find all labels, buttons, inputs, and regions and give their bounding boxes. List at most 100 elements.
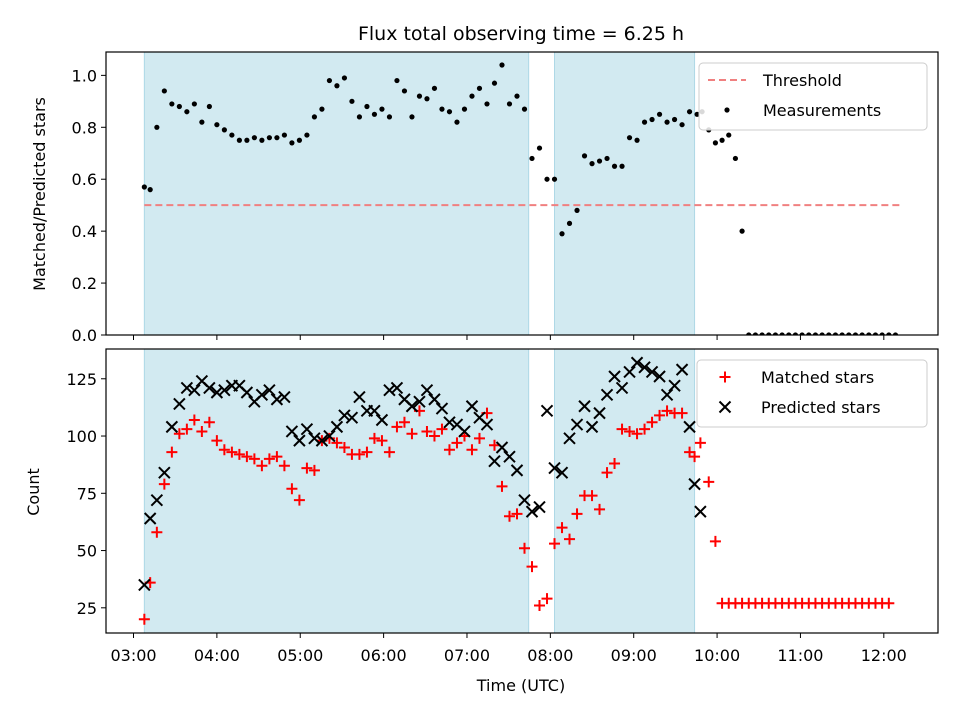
matched-stars-point bbox=[233, 448, 245, 460]
predicted-stars-point bbox=[435, 402, 449, 415]
measurements-point bbox=[141, 184, 147, 190]
measurements-point bbox=[191, 101, 197, 107]
measurements-point bbox=[409, 114, 415, 120]
matched-stars-point bbox=[226, 446, 238, 458]
x-tick-label: 05:00 bbox=[277, 646, 323, 665]
measurements-point bbox=[469, 93, 475, 99]
legend-box bbox=[698, 62, 928, 131]
legend-matched-swatch bbox=[719, 371, 731, 383]
predicted-stars-point bbox=[555, 466, 569, 479]
predicted-stars-point bbox=[570, 418, 584, 431]
measurements-point bbox=[364, 103, 370, 110]
predicted-stars-point bbox=[608, 370, 621, 383]
measurements-point bbox=[746, 332, 752, 335]
measurements-point bbox=[214, 122, 220, 128]
predicted-stars-point bbox=[353, 390, 366, 404]
matched-stars-point bbox=[353, 448, 365, 460]
predicted-stars-point bbox=[694, 505, 707, 518]
matched-stars-point bbox=[271, 451, 283, 463]
x-tick-label: 03:00 bbox=[110, 646, 156, 665]
x-tick-label: 06:00 bbox=[361, 646, 407, 665]
measurements-point bbox=[236, 137, 242, 143]
x-tick-label: 04:00 bbox=[194, 646, 240, 665]
matched-stars-point bbox=[256, 460, 268, 472]
measurements-point bbox=[161, 88, 167, 94]
measurements-point bbox=[431, 85, 438, 91]
measurements-point bbox=[792, 332, 799, 335]
predicted-stars-point bbox=[675, 363, 689, 376]
measurements-point bbox=[619, 163, 625, 169]
predicted-stars-point bbox=[688, 477, 701, 491]
measurements-point bbox=[852, 332, 859, 335]
measurements-point bbox=[872, 332, 879, 335]
measurements-point bbox=[304, 132, 310, 138]
predicted-stars-point bbox=[660, 388, 674, 402]
matched-stars-point bbox=[376, 435, 388, 447]
observing-interval-band bbox=[143, 51, 530, 336]
measurements-point bbox=[454, 119, 460, 125]
matched-stars-point bbox=[361, 446, 373, 458]
plot-frame bbox=[105, 51, 939, 336]
x-tick-label: 10:00 bbox=[694, 646, 740, 665]
matched-stars-point bbox=[594, 503, 606, 515]
predicted-stars-point bbox=[413, 395, 426, 408]
measurements-point bbox=[739, 228, 745, 234]
matched-stars-point bbox=[689, 451, 701, 463]
plot-frame bbox=[105, 348, 939, 634]
predicted-stars-point bbox=[405, 400, 419, 413]
measurements-point bbox=[679, 122, 685, 128]
predicted-stars-point bbox=[203, 381, 216, 395]
matched-stars-point bbox=[556, 522, 568, 534]
matched-stars-point bbox=[151, 526, 163, 538]
matched-stars-point bbox=[646, 416, 658, 428]
matched-stars-point bbox=[564, 533, 576, 545]
measurements-point bbox=[491, 80, 498, 86]
measurements-point bbox=[812, 332, 819, 335]
matched-stars-point bbox=[639, 423, 651, 435]
matched-stars-point bbox=[661, 405, 673, 417]
measurements-point bbox=[859, 332, 865, 335]
matched-stars-point bbox=[571, 508, 583, 520]
predicted-stars-point bbox=[585, 420, 599, 434]
predicted-stars-point bbox=[345, 411, 359, 424]
matched-stars-point bbox=[586, 490, 598, 502]
matched-stars-point bbox=[211, 435, 223, 447]
matched-stars-point bbox=[703, 476, 715, 488]
y-tick-label: 0.4 bbox=[72, 222, 97, 241]
measurements-point bbox=[401, 88, 408, 94]
legend-predicted-swatch bbox=[718, 400, 732, 414]
matched-stars-point bbox=[301, 462, 313, 474]
measurements-point bbox=[726, 132, 732, 138]
predicted-stars-point bbox=[510, 464, 524, 477]
predicted-stars-point bbox=[188, 384, 201, 397]
matched-stars-point bbox=[338, 441, 350, 453]
top-panel: 0.0 0.2 0.4 0.6 0.8 1.0 Threshold Measurements bbox=[72, 51, 939, 345]
chart-title: Flux total observing time = 6.25 h bbox=[358, 23, 684, 45]
matched-stars-point bbox=[443, 444, 455, 456]
measurements-point bbox=[251, 135, 257, 141]
predicted-stars-point bbox=[270, 393, 284, 406]
predicted-stars-point bbox=[300, 422, 314, 436]
predicted-stars-point bbox=[615, 381, 629, 395]
measurements-point bbox=[686, 109, 693, 115]
measurements-point bbox=[626, 135, 633, 141]
measurements-point bbox=[311, 114, 318, 120]
matched-stars-point bbox=[278, 460, 290, 472]
predicted-stars-point bbox=[638, 361, 651, 374]
predicted-stars-point bbox=[623, 365, 636, 379]
measurements-point bbox=[581, 153, 588, 159]
predicted-stars-point bbox=[158, 466, 171, 479]
measurements-point bbox=[349, 98, 355, 104]
predicted-stars-point bbox=[330, 420, 344, 434]
measurements-point bbox=[176, 103, 182, 110]
measurements-point bbox=[529, 155, 535, 162]
matched-stars-point bbox=[488, 439, 500, 451]
predicted-stars-point bbox=[540, 404, 554, 418]
matched-stars-point bbox=[241, 451, 253, 463]
measurements-point bbox=[221, 127, 227, 133]
matched-stars-point bbox=[406, 428, 418, 440]
measurements-point bbox=[461, 106, 468, 112]
matched-stars-point bbox=[391, 421, 403, 433]
measurements-point bbox=[892, 332, 899, 335]
matched-stars-point bbox=[138, 613, 150, 625]
